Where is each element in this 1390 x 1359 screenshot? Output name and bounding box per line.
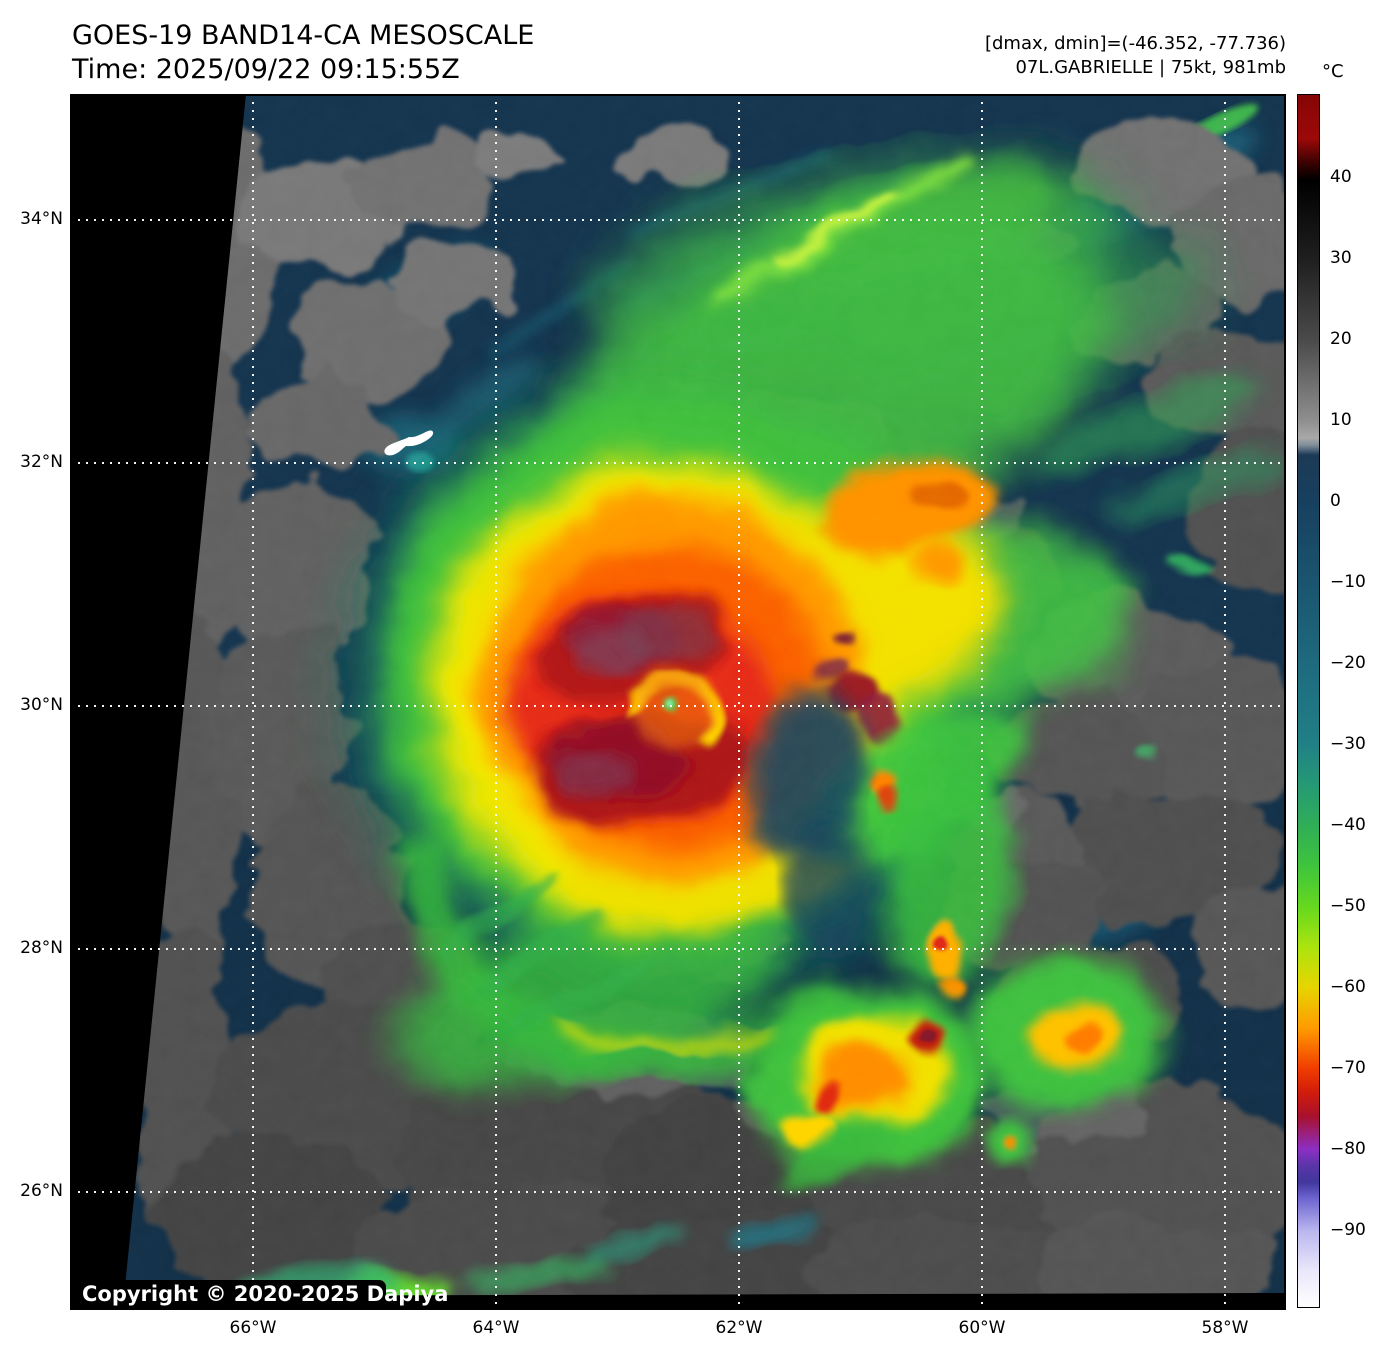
- lat-tick-label: 30°N: [20, 695, 63, 715]
- colorbar-tick: 30: [1330, 248, 1352, 268]
- colorbar-tick: 10: [1330, 410, 1352, 430]
- colorbar-tick: 20: [1330, 329, 1352, 349]
- lon-tick-label: 58°W: [1201, 1318, 1249, 1338]
- dmax-dmin-annotation: [dmax, dmin]=(-46.352, -77.736): [984, 33, 1286, 54]
- lon-tick-label: 64°W: [472, 1318, 520, 1338]
- plot-frame: [70, 94, 1286, 1310]
- colorbar-tick: −70: [1330, 1058, 1366, 1078]
- title-timestamp: Time: 2025/09/22 09:15:55Z: [72, 54, 460, 85]
- storm-info-annotation: 07L.GABRIELLE | 75kt, 981mb: [1015, 57, 1286, 78]
- lon-tick-label: 66°W: [229, 1318, 277, 1338]
- lat-tick-label: 32°N: [20, 452, 63, 472]
- colorbar-tick: −80: [1330, 1139, 1366, 1159]
- colorbar-tick: −30: [1330, 734, 1366, 754]
- satellite-map: Copyright © 2020-2025 Dapiya: [70, 94, 1286, 1310]
- colorbar-tick: −40: [1330, 815, 1366, 835]
- colorbar-tick: −50: [1330, 896, 1366, 916]
- satellite-image: [124, 94, 1286, 1296]
- copyright-text: Copyright © 2020-2025 Dapiya: [82, 1282, 448, 1306]
- bermuda-coastline: [384, 430, 434, 456]
- lat-tick-label: 26°N: [20, 1181, 63, 1201]
- colorbar-tick: 40: [1330, 167, 1352, 187]
- copyright-overlay: Copyright © 2020-2025 Dapiya: [70, 1280, 448, 1307]
- lat-tick-label: 28°N: [20, 938, 63, 958]
- colorbar-tick: −10: [1330, 572, 1366, 592]
- colorbar-tick: −90: [1330, 1220, 1366, 1240]
- lon-tick-label: 60°W: [958, 1318, 1006, 1338]
- colorbar-tick: −20: [1330, 653, 1366, 673]
- colorbar: [1297, 94, 1320, 1308]
- lon-tick-label: 62°W: [715, 1318, 763, 1338]
- latlon-gridlines: [70, 94, 1286, 1310]
- colorbar-unit-label: °C: [1322, 61, 1344, 82]
- lat-tick-label: 34°N: [20, 209, 63, 229]
- colorbar-tick: 0: [1330, 491, 1341, 511]
- colorbar-tick: −60: [1330, 977, 1366, 997]
- page-title: GOES-19 BAND14-CA MESOSCALE: [72, 20, 535, 51]
